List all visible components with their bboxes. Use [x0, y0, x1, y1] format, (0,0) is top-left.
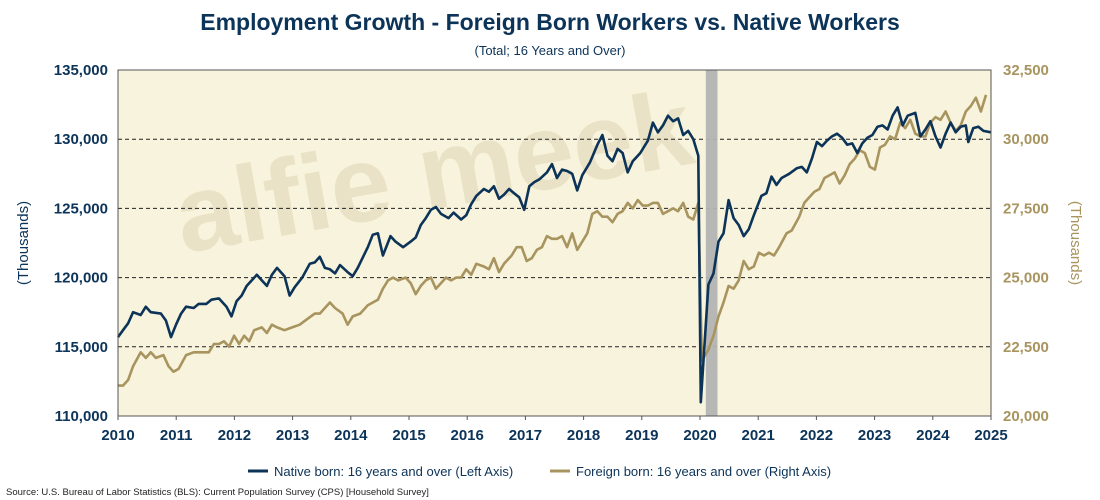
x-axis-ticks: 2010 2011 2012 2013 2014 2015 2016 2017 2018 2019… [101, 416, 1008, 444]
x-tick-label: 2025 [974, 427, 1007, 444]
right-axis-ticks: 20,000 22,500 25,000 27,500 30,000 32,500 [1003, 62, 1049, 425]
series-foreign-line [118, 94, 988, 387]
x-tick-label: 2021 [742, 427, 775, 444]
y-right-tick-label: 30,000 [1003, 131, 1049, 148]
x-tick-label: 2024 [916, 427, 950, 444]
series-layer [116, 94, 992, 404]
series-native-line [116, 106, 992, 404]
y-left-tick-label: 120,000 [54, 270, 108, 287]
x-tick-label: 2010 [101, 427, 134, 444]
source-note: Source: U.S. Bureau of Labor Statistics … [6, 487, 429, 498]
legend: Native born: 16 years and over (Left Axi… [248, 464, 831, 479]
x-tick-label: 2022 [800, 427, 833, 444]
y-left-tick-label: 135,000 [54, 62, 108, 79]
x-tick-label: 2020 [683, 427, 716, 444]
y-right-tick-label: 20,000 [1003, 408, 1049, 425]
x-tick-label: 2018 [567, 427, 600, 444]
x-tick-label: 2014 [334, 427, 368, 444]
x-tick-label: 2015 [392, 427, 425, 444]
legend-foreign-label: Foreign born: 16 years and over (Right A… [576, 464, 831, 479]
y-left-tick-label: 125,000 [54, 200, 108, 217]
y-right-tick-label: 25,000 [1003, 270, 1049, 287]
x-tick-label: 2011 [160, 427, 193, 444]
gridlines [118, 138, 991, 348]
y-axis-left-label: (Thousands) [15, 201, 32, 285]
recession-shade [705, 70, 718, 416]
x-tick-label: 2016 [451, 427, 484, 444]
x-tick-label: 2017 [509, 427, 542, 444]
x-tick-label: 2012 [218, 427, 251, 444]
chart-subtitle: (Total; 16 Years and Over) [474, 43, 625, 58]
x-tick-label: 2013 [276, 427, 309, 444]
y-left-tick-label: 130,000 [54, 131, 108, 148]
y-right-tick-label: 22,500 [1003, 339, 1049, 356]
chart-title: Employment Growth - Foreign Born Workers… [200, 9, 900, 35]
y-left-tick-label: 115,000 [55, 339, 108, 356]
legend-native-label: Native born: 16 years and over (Left Axi… [274, 464, 513, 479]
recession-band [705, 70, 718, 416]
plot-frame [117, 69, 992, 417]
left-axis-ticks: 110,000 115,000 120,000 125,000 130,000 135,0… [54, 62, 108, 425]
y-right-tick-label: 27,500 [1003, 200, 1049, 217]
y-left-tick-label: 110,000 [55, 408, 108, 425]
y-right-tick-label: 32,500 [1003, 62, 1049, 79]
x-tick-label: 2023 [858, 427, 891, 444]
x-tick-label: 2019 [625, 427, 658, 444]
plot-area [118, 70, 991, 416]
y-axis-right-label: (Thousands) [1067, 201, 1084, 285]
